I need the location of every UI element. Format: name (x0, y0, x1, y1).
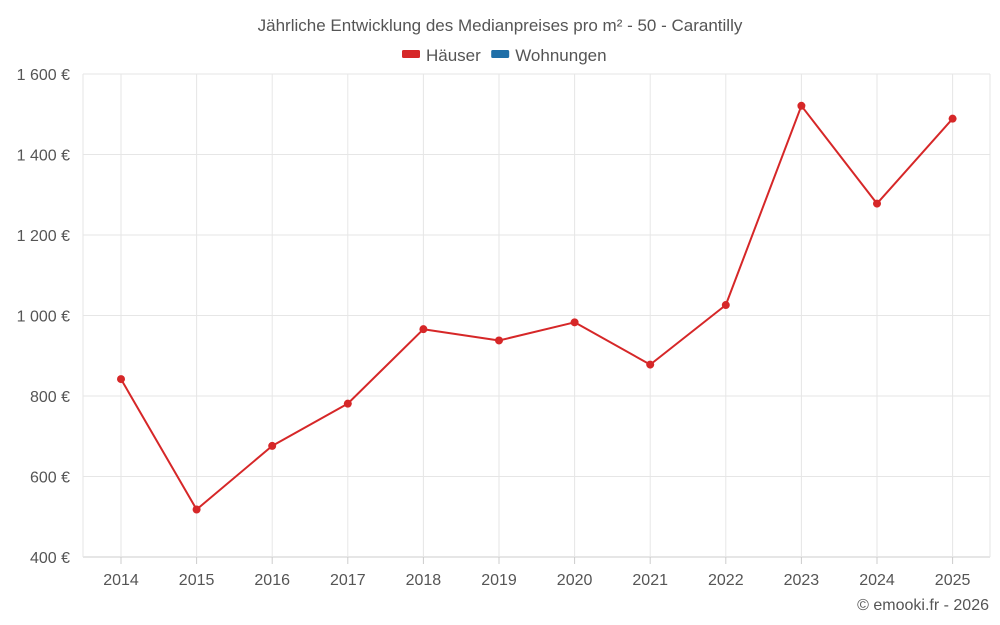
y-tick-label: 1 200 € (17, 228, 70, 245)
x-tick-label: 2017 (330, 572, 366, 589)
y-tick-label: 800 € (30, 389, 70, 406)
chart-title: Jährliche Entwicklung des Medianpreises … (258, 16, 743, 35)
series-line (120, 104, 954, 511)
data-point[interactable] (948, 114, 957, 123)
x-tick-label: 2021 (632, 572, 668, 589)
legend-swatch (491, 50, 510, 58)
x-tick-label: 2014 (103, 572, 139, 589)
x-tick-label: 2016 (254, 572, 290, 589)
y-tick-label: 1 400 € (17, 148, 70, 165)
x-tick-label: 2020 (557, 572, 593, 589)
legend-item[interactable]: Häuser (402, 46, 481, 65)
data-point[interactable] (873, 199, 881, 208)
grid-lines (82, 73, 991, 558)
series-layer (117, 101, 957, 514)
data-point[interactable] (419, 325, 428, 334)
x-tick-label: 2018 (406, 572, 442, 589)
x-tick-label: 2015 (179, 572, 215, 589)
x-tick-label: 2019 (481, 572, 517, 589)
legend-label: Wohnungen (515, 46, 606, 65)
x-axis: 2014 2015 2016 2017 2018 2019 2020 2021 2022 2023… (103, 557, 970, 589)
data-point[interactable] (570, 318, 579, 327)
data-point[interactable] (117, 375, 125, 384)
y-tick-label: 600 € (30, 470, 70, 487)
x-tick-label: 2024 (859, 572, 895, 589)
data-point[interactable] (495, 336, 503, 345)
data-point[interactable] (721, 301, 730, 310)
x-tick-label: 2025 (935, 572, 971, 589)
legend-swatch (402, 50, 420, 58)
y-tick-label: 1 000 € (17, 309, 70, 326)
chart-credit: © emooki.fr - 2026 (857, 597, 989, 614)
x-tick-label: 2023 (784, 572, 820, 589)
legend-label: Häuser (426, 46, 481, 65)
data-point[interactable] (797, 101, 806, 110)
data-point[interactable] (343, 399, 352, 408)
chart-legend: Häuser Wohnungen (402, 46, 607, 65)
y-axis: 400 € 600 € 800 € 1 000 € 1 200 € 1 400 € 1 60… (17, 67, 70, 567)
y-tick-label: 1 600 € (17, 67, 70, 84)
data-point[interactable] (646, 360, 655, 369)
data-point[interactable] (192, 505, 201, 514)
x-tick-label: 2022 (708, 572, 744, 589)
data-point[interactable] (268, 441, 277, 450)
y-tick-label: 400 € (30, 550, 70, 567)
legend-item[interactable]: Wohnungen (491, 46, 607, 65)
